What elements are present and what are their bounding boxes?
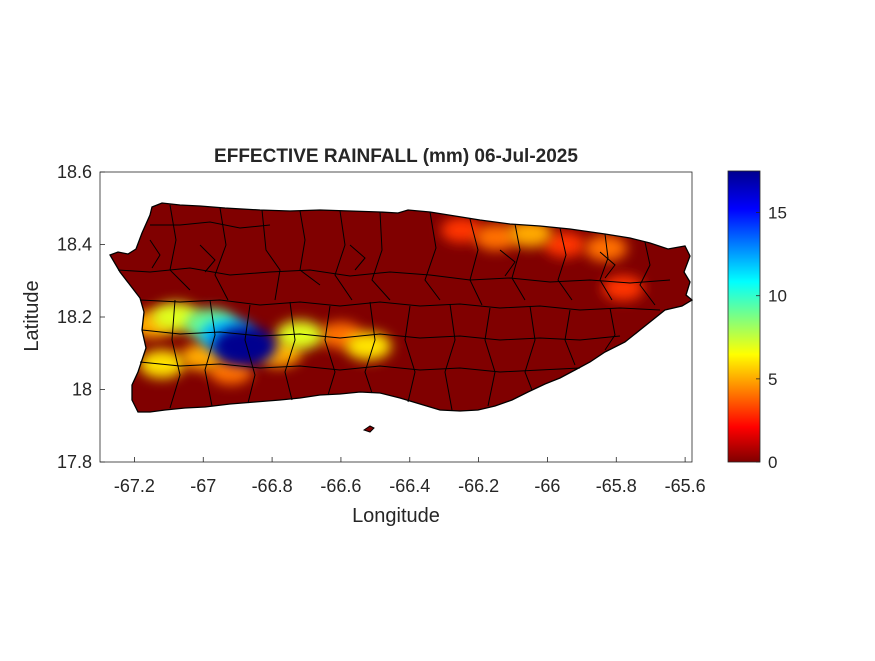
- municipality-boundary: [299, 210, 321, 286]
- rainfall-cell: [602, 275, 644, 301]
- x-tick-label: -66.6: [320, 476, 361, 496]
- x-tick-label: -66.8: [252, 476, 293, 496]
- y-axis: 17.8 18 18.2 18.4 18.6: [57, 162, 105, 472]
- rainfall-cell: [584, 235, 628, 262]
- municipality-boundary: [371, 211, 391, 301]
- rainfall-cell: [544, 231, 586, 258]
- y-tick-label: 18.2: [57, 307, 92, 327]
- municipality-boundary: [444, 303, 456, 411]
- municipality-boundary: [324, 305, 336, 396]
- municipality-boundary: [604, 307, 616, 351]
- municipality-boundary: [484, 307, 496, 407]
- colorbar-tick-label: 0: [768, 453, 777, 472]
- x-tick-label: -66: [534, 476, 560, 496]
- rainfall-cell: [275, 320, 324, 350]
- x-axis-label: Longitude: [352, 505, 440, 527]
- municipality-boundary: [334, 210, 353, 301]
- y-tick-label: 18.6: [57, 162, 92, 182]
- municipality-boundary: [499, 249, 516, 277]
- caja-de-muertos-island: [362, 425, 375, 433]
- colorbar-tick-label: 5: [768, 370, 777, 389]
- colorbar-tick-label: 15: [768, 204, 787, 223]
- y-axis-label: Latitude: [21, 280, 43, 351]
- y-tick-label: 18.4: [57, 235, 92, 255]
- x-tick-label: -66.2: [458, 476, 499, 496]
- municipality-boundaries: [117, 204, 671, 411]
- municipality-boundary: [404, 305, 416, 403]
- municipality-boundary: [214, 207, 229, 301]
- municipality-boundary: [141, 329, 621, 341]
- municipality-boundary: [169, 299, 181, 409]
- x-tick-label: -67.2: [114, 476, 155, 496]
- municipality-boundary: [204, 299, 216, 407]
- municipality-boundary: [564, 309, 576, 366]
- map-layer: [109, 202, 694, 433]
- x-tick-label: -65.6: [665, 476, 706, 496]
- x-axis: -67.2 -67 -66.8 -66.6 -66.4 -66.2 -66 -65.8 -65.…: [114, 457, 706, 496]
- municipality-boundary: [349, 244, 366, 271]
- municipality-boundary: [639, 241, 656, 306]
- municipality-boundary: [150, 221, 271, 229]
- x-tick-label: -66.4: [389, 476, 430, 496]
- municipality-boundary: [199, 244, 216, 273]
- municipality-boundary: [149, 239, 161, 269]
- municipality-boundary: [557, 227, 573, 301]
- island-outline: [109, 202, 694, 413]
- municipality-boundary: [599, 251, 616, 279]
- municipality-boundary: [117, 267, 671, 284]
- municipality-boundary: [364, 301, 376, 394]
- municipality-boundary: [244, 304, 256, 404]
- x-tick-label: -65.8: [596, 476, 637, 496]
- rainfall-cell: [508, 220, 553, 248]
- municipality-boundary: [511, 223, 526, 301]
- municipality-boundary: [284, 301, 296, 401]
- municipality-boundary: [469, 218, 483, 306]
- colorbar: [727, 170, 761, 463]
- municipality-boundary: [261, 209, 281, 301]
- y-tick-label: 18: [72, 380, 92, 400]
- map-title: EFFECTIVE RAINFALL (mm) 06-Jul-2025: [214, 146, 578, 167]
- municipality-boundary: [139, 361, 581, 373]
- colorbar-tick-label: 10: [768, 287, 787, 306]
- rainfall-cell: [474, 224, 518, 251]
- municipality-boundary: [139, 299, 661, 311]
- municipality-boundary: [524, 305, 536, 391]
- municipality-boundary: [599, 233, 613, 301]
- municipality-boundary: [424, 211, 441, 301]
- rainfall-cell: [345, 331, 392, 361]
- municipality-boundary: [169, 204, 191, 291]
- x-tick-label: -67: [190, 476, 216, 496]
- colorbar-ticks: 0 5 10 15: [756, 204, 787, 472]
- y-tick-label: 17.8: [57, 452, 92, 472]
